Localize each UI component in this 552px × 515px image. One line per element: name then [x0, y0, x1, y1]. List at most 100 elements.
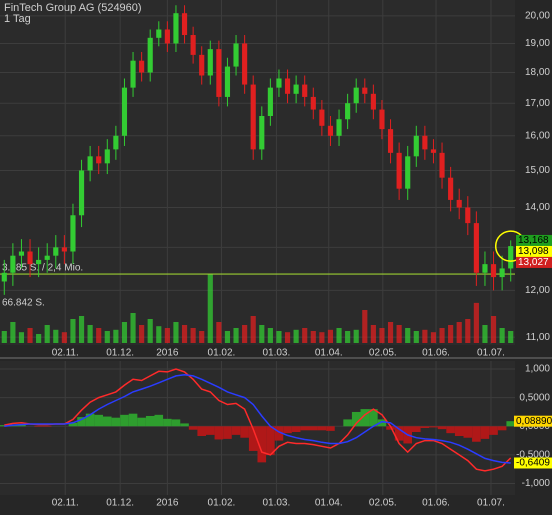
histogram-bar [326, 426, 335, 431]
volume-bar [121, 322, 128, 343]
y-tick-label: 15,00 [525, 165, 550, 176]
volume-bar [27, 328, 33, 343]
candle-body [448, 177, 454, 200]
price-marker-label: 13,098 [518, 246, 549, 257]
histogram-bar [454, 426, 464, 437]
volume-bar [327, 329, 334, 343]
volume-bar [482, 325, 488, 343]
price-marker [516, 234, 552, 246]
x-tick-label: 02.05. [369, 498, 397, 509]
histogram-bar [145, 415, 155, 427]
histogram-bar [223, 426, 232, 439]
volume-bar [508, 331, 514, 343]
volume-bar [1, 331, 7, 343]
candle-body [473, 223, 479, 273]
x-tick-label: 01.03. [262, 348, 290, 359]
volume-bar [473, 302, 479, 343]
candle-body [104, 149, 110, 164]
volume-bar [362, 310, 368, 343]
volume-bar [96, 328, 102, 343]
volume-bar [190, 328, 196, 343]
candle-body [405, 156, 411, 189]
candle-body [224, 66, 231, 97]
volume-bar [413, 331, 419, 343]
candle-body [336, 119, 342, 136]
price-marker [516, 245, 552, 257]
x-tick-label: 01.07. [477, 348, 505, 359]
histogram-bar [111, 417, 121, 427]
histogram-bar [497, 426, 507, 431]
candle-body [233, 43, 239, 67]
macd-line [4, 368, 512, 472]
volume-bar [36, 334, 42, 343]
value-marker [514, 415, 552, 427]
x-tick-label: 01.02. [208, 348, 236, 359]
price-panel [0, 0, 515, 345]
volume-bar [456, 322, 462, 343]
volume-bar [405, 328, 411, 343]
histogram-bar [266, 426, 275, 455]
x-tick-label: 02.11. [52, 348, 79, 359]
candle-body [87, 156, 93, 171]
histogram-bar [163, 418, 172, 427]
histogram-bar [317, 426, 327, 431]
volume-bar [370, 325, 376, 343]
candle-body [490, 264, 497, 278]
candle-body [164, 29, 170, 44]
x-tick-label: 01.06. [422, 498, 450, 509]
histogram-bar [154, 414, 164, 427]
histogram-bar [188, 426, 198, 430]
candle-body [242, 43, 248, 85]
candle-body [199, 54, 205, 76]
y-tick-label: 1,000 [525, 364, 550, 375]
y-tick-label: 17,00 [525, 98, 550, 109]
volume-bar [53, 329, 59, 343]
volume-bar [336, 328, 342, 343]
histogram-bar [34, 426, 43, 427]
candle-body [190, 35, 196, 55]
histogram-bar [240, 426, 249, 438]
volume-bar [422, 329, 428, 343]
x-tick-label: 01.04. [315, 498, 343, 509]
candle-body [327, 125, 334, 136]
volume-bar [156, 326, 162, 343]
volume-bar [233, 328, 239, 343]
volume-bar [113, 329, 119, 343]
volume-bar [499, 328, 505, 343]
y-tick-label: 11,00 [526, 332, 551, 343]
candle-body [456, 199, 462, 208]
histogram-bar [283, 426, 292, 434]
histogram-bar [309, 426, 318, 431]
volume-bar [242, 325, 248, 343]
candle-body [53, 247, 59, 256]
volume-bar [439, 328, 445, 343]
volume-bar [87, 325, 93, 343]
candle-body [1, 272, 7, 282]
volume-bar [10, 322, 16, 343]
candle-body [370, 93, 376, 110]
histogram-bar [17, 424, 26, 427]
chart-title: FinTech Group AG (524960) [4, 2, 142, 14]
value-marker [514, 457, 552, 469]
histogram-bar [291, 426, 301, 433]
candle-body [422, 135, 428, 150]
x-tick-label: 01.02. [208, 498, 236, 509]
y-tick-label: 18,00 [525, 67, 550, 78]
volume-bar [104, 331, 110, 343]
candle-body [139, 60, 145, 73]
volume-bar [78, 316, 85, 343]
volume-bar [448, 325, 454, 343]
volume-bar [70, 319, 76, 343]
histogram-bar [103, 416, 112, 427]
x-tick-label: 01.03. [262, 498, 290, 509]
candle-body [36, 259, 42, 265]
volume-bar [207, 274, 213, 343]
price-marker [516, 256, 552, 268]
candle-body [70, 215, 76, 252]
x-tick-label: 2016 [156, 348, 179, 359]
y-tick-label: 16,00 [525, 130, 550, 141]
histogram-bar [42, 426, 52, 427]
candle-body [430, 149, 437, 153]
volume-bar [130, 313, 136, 343]
